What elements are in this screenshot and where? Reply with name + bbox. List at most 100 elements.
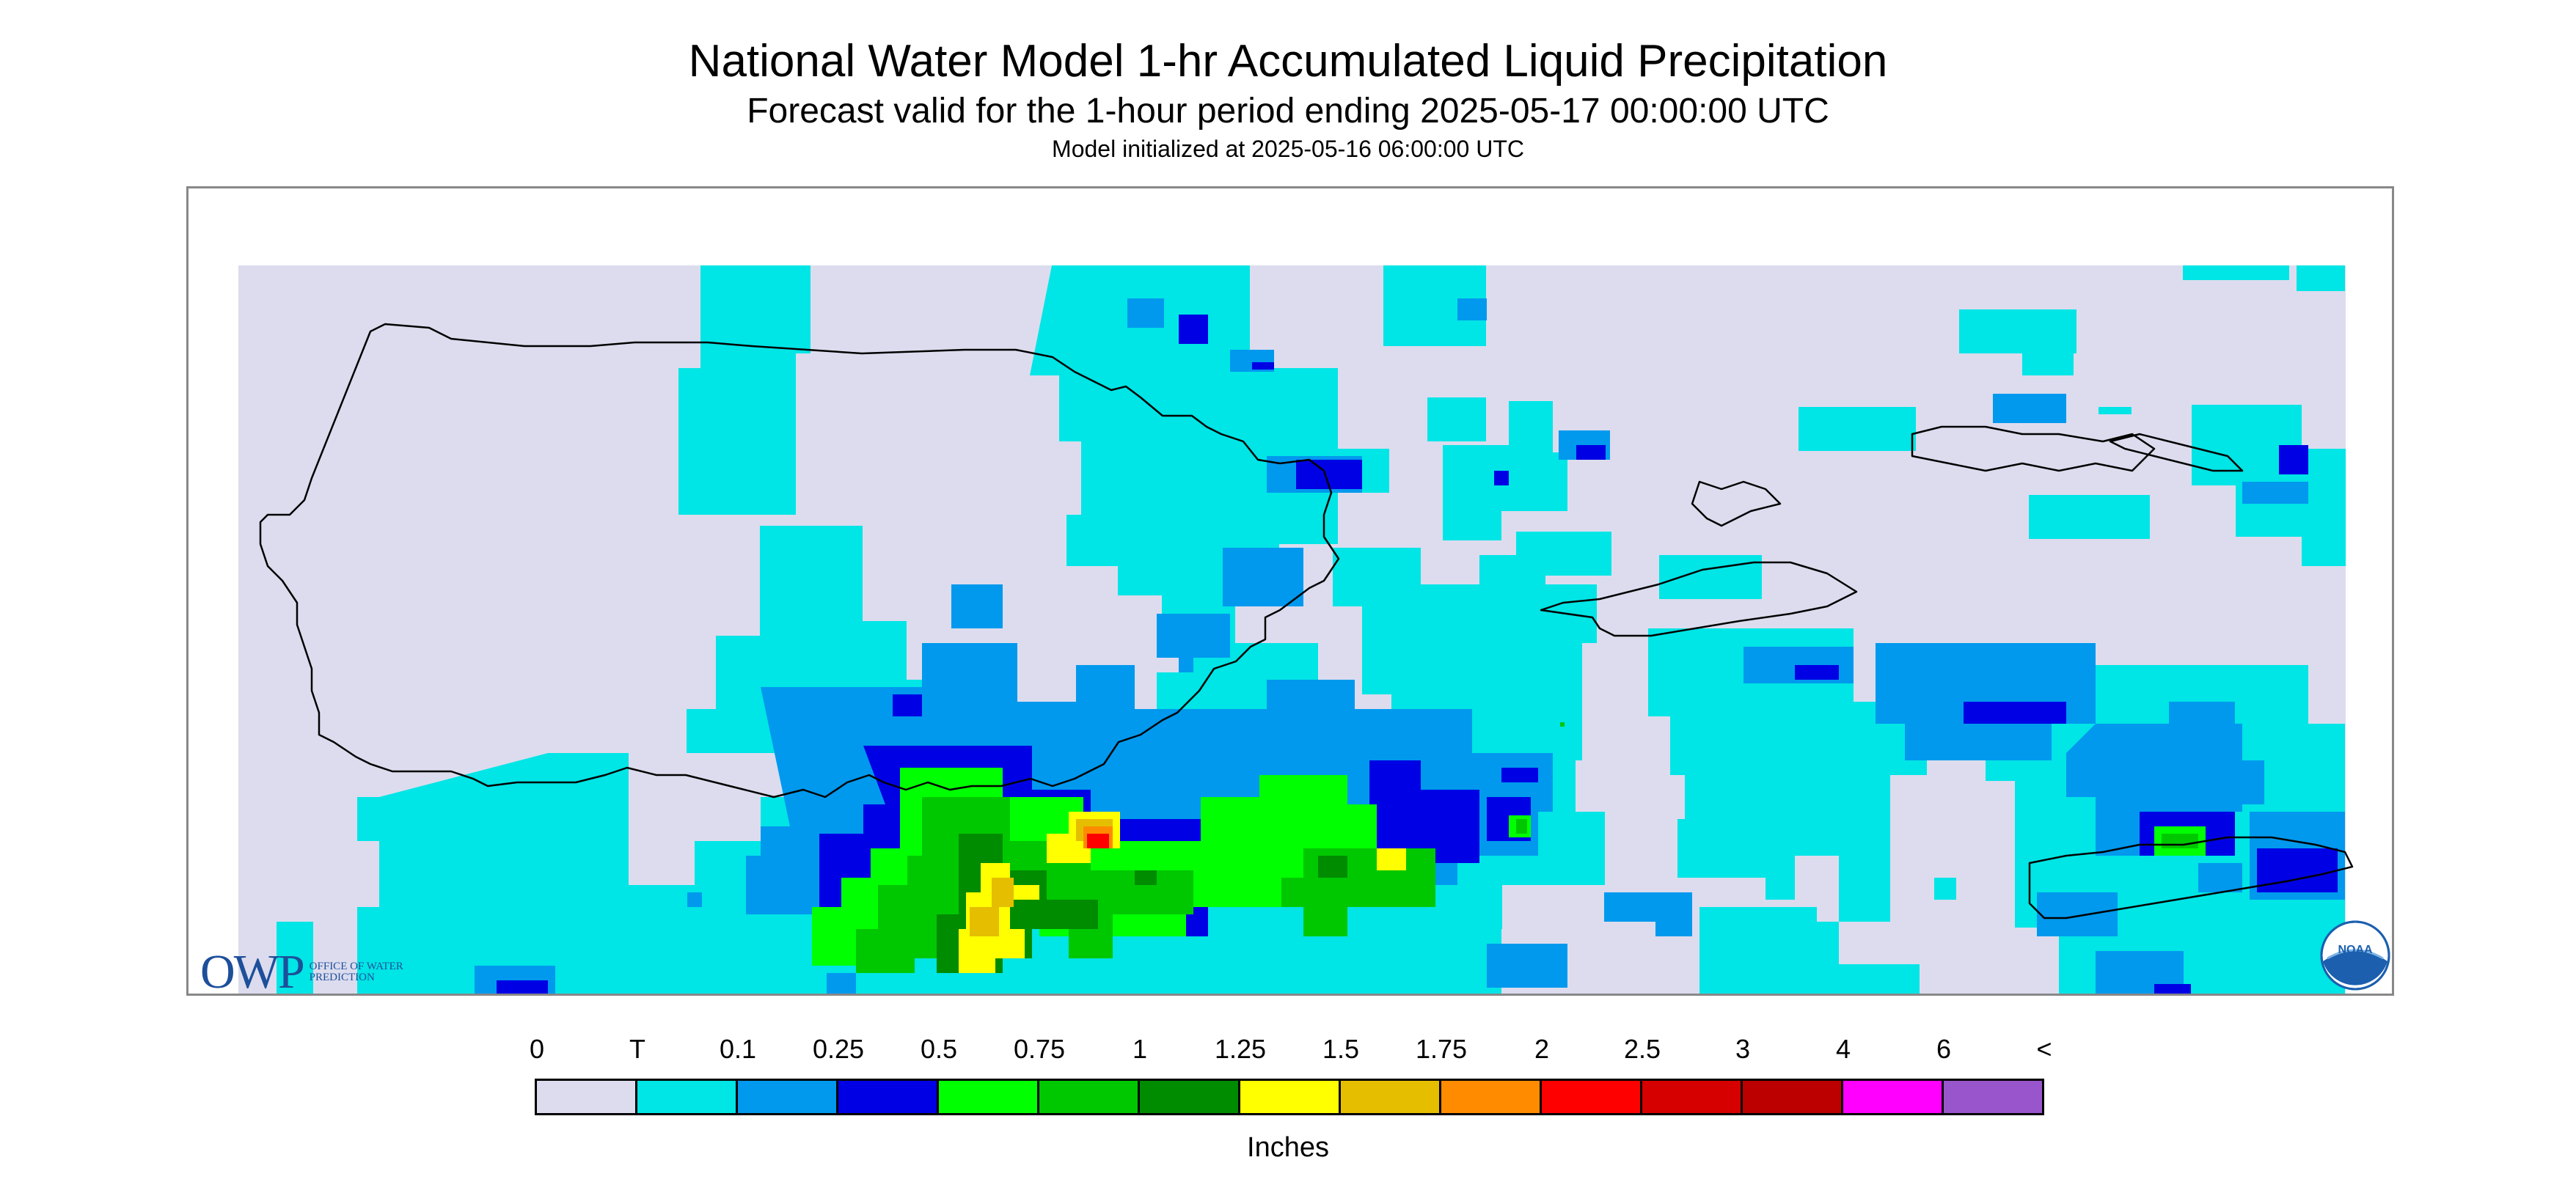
precip-area <box>1993 394 2066 423</box>
extreme-precip-areas-red <box>1087 834 1109 848</box>
precip-area <box>1934 878 1956 900</box>
legend-label: 3 <box>1735 1034 1751 1064</box>
legend-label: 6 <box>1936 1034 1952 1064</box>
precip-area <box>678 265 811 515</box>
precip-area <box>1501 768 1538 782</box>
legend-units-label: Inches <box>1247 1132 1329 1163</box>
precip-area <box>2297 265 2345 291</box>
legend-label: < <box>2036 1034 2052 1064</box>
precip-area <box>1127 298 1164 328</box>
legend-swatch <box>1540 1081 1640 1113</box>
precip-area <box>970 878 1014 936</box>
legend-label: 2.5 <box>1623 1034 1661 1064</box>
precip-area <box>2096 951 2184 994</box>
legend-label: 0.1 <box>719 1034 757 1064</box>
precip-area <box>2099 407 2132 414</box>
precip-area <box>2183 265 2289 280</box>
owp-logo-letters: OWP <box>200 945 305 996</box>
map-title: National Water Model 1-hr Accumulated Li… <box>688 36 1888 87</box>
legend-label: 1.25 <box>1214 1034 1267 1064</box>
precip-area <box>1648 628 1927 775</box>
st-thomas-coastline <box>1911 425 2156 472</box>
owp-logo-subtitle: OFFICE OF WATER PREDICTION <box>309 961 403 983</box>
precip-area <box>1087 834 1109 848</box>
legend-swatch <box>1439 1081 1540 1113</box>
legend-swatch <box>1339 1081 1439 1113</box>
precip-area <box>1699 907 1920 994</box>
legend-swatch <box>1037 1081 1138 1113</box>
precip-area <box>1677 760 1839 900</box>
legend-label: 0.75 <box>1013 1034 1066 1064</box>
legend-swatch <box>537 1081 635 1113</box>
precip-area <box>1179 658 1193 672</box>
precip-area <box>1383 265 1486 346</box>
precipitation-map <box>238 265 2354 994</box>
precip-area <box>1252 362 1274 370</box>
legend-label: 1.5 <box>1322 1034 1360 1064</box>
precip-area <box>1795 665 1839 680</box>
precip-area <box>1964 702 2066 724</box>
precip-area <box>2022 353 2074 375</box>
precip-area <box>1576 445 1606 460</box>
legend-swatch <box>836 1081 937 1113</box>
legend-swatch <box>1942 1081 2042 1113</box>
precip-area <box>893 694 922 716</box>
st-john-coastline <box>2109 433 2244 472</box>
precip-area <box>1516 819 1527 834</box>
model-init-line: Model initialized at 2025-05-16 06:00:00… <box>1052 136 1524 162</box>
legend-swatch <box>1640 1081 1741 1113</box>
noaa-logo-text: NOAA <box>2338 944 2373 956</box>
precip-area <box>2257 848 2338 892</box>
legend-swatch <box>937 1081 1037 1113</box>
precip-area <box>1494 471 1509 485</box>
precip-area <box>2154 984 2191 994</box>
culebra-coastline <box>1691 480 1782 527</box>
precip-area <box>1333 548 1421 606</box>
legend-color-bar <box>535 1079 2044 1115</box>
precip-area <box>2198 863 2242 892</box>
precip-area <box>2242 482 2308 504</box>
legend-label: 2 <box>1534 1034 1550 1064</box>
coastlines <box>259 323 2354 919</box>
noaa-logo: NOAA <box>2320 920 2390 994</box>
precip-area <box>951 584 1003 628</box>
noaa-emblem-icon: NOAA <box>2320 920 2390 991</box>
legend-label: 0.25 <box>812 1034 865 1064</box>
precip-area <box>1487 944 1567 988</box>
forecast-valid-subtitle: Forecast valid for the 1-hour period end… <box>747 92 1829 131</box>
precip-area <box>827 973 856 994</box>
precip-area <box>1039 716 1061 738</box>
st-croix-coastline <box>2028 836 2354 919</box>
precip-area <box>1560 722 1565 727</box>
precip-area <box>1030 265 1389 647</box>
precip-area <box>277 922 313 994</box>
precip-area <box>1179 315 1208 344</box>
legend-swatch <box>1238 1081 1339 1113</box>
legend-label: 1 <box>1132 1034 1148 1064</box>
precip-area <box>1223 548 1303 606</box>
precip-area <box>1839 746 1890 922</box>
precip-area <box>1799 407 1916 451</box>
precip-area <box>1457 298 1487 320</box>
precip-area <box>687 892 702 907</box>
legend-swatch <box>1138 1081 1238 1113</box>
legend-label: 0 <box>529 1034 545 1064</box>
precip-area <box>1318 856 1347 878</box>
precip-area <box>1427 397 1486 441</box>
precip-area <box>1157 614 1230 658</box>
precip-area <box>1659 555 1762 599</box>
precip-area <box>1296 460 1362 489</box>
precip-area <box>2029 495 2150 539</box>
legend-label: 1.75 <box>1415 1034 1468 1064</box>
precip-area <box>1377 848 1406 870</box>
legend-label: 4 <box>1835 1034 1851 1064</box>
legend-labels: 0 T 0.1 0.25 0.5 0.75 1 1.25 1.5 1.75 2 2.5 3 4 6 < <box>0 1034 2576 1071</box>
puerto-rico-coastline <box>259 323 1340 799</box>
precip-area <box>497 980 548 994</box>
precip-area <box>2279 445 2308 474</box>
map-frame: OWP OFFICE OF WATER PREDICTION NOAA <box>186 186 2394 996</box>
precip-area <box>1135 870 1157 885</box>
precip-area <box>2162 834 2198 848</box>
legend-swatch <box>1741 1081 1841 1113</box>
owp-logo: OWP OFFICE OF WATER PREDICTION <box>200 944 412 996</box>
